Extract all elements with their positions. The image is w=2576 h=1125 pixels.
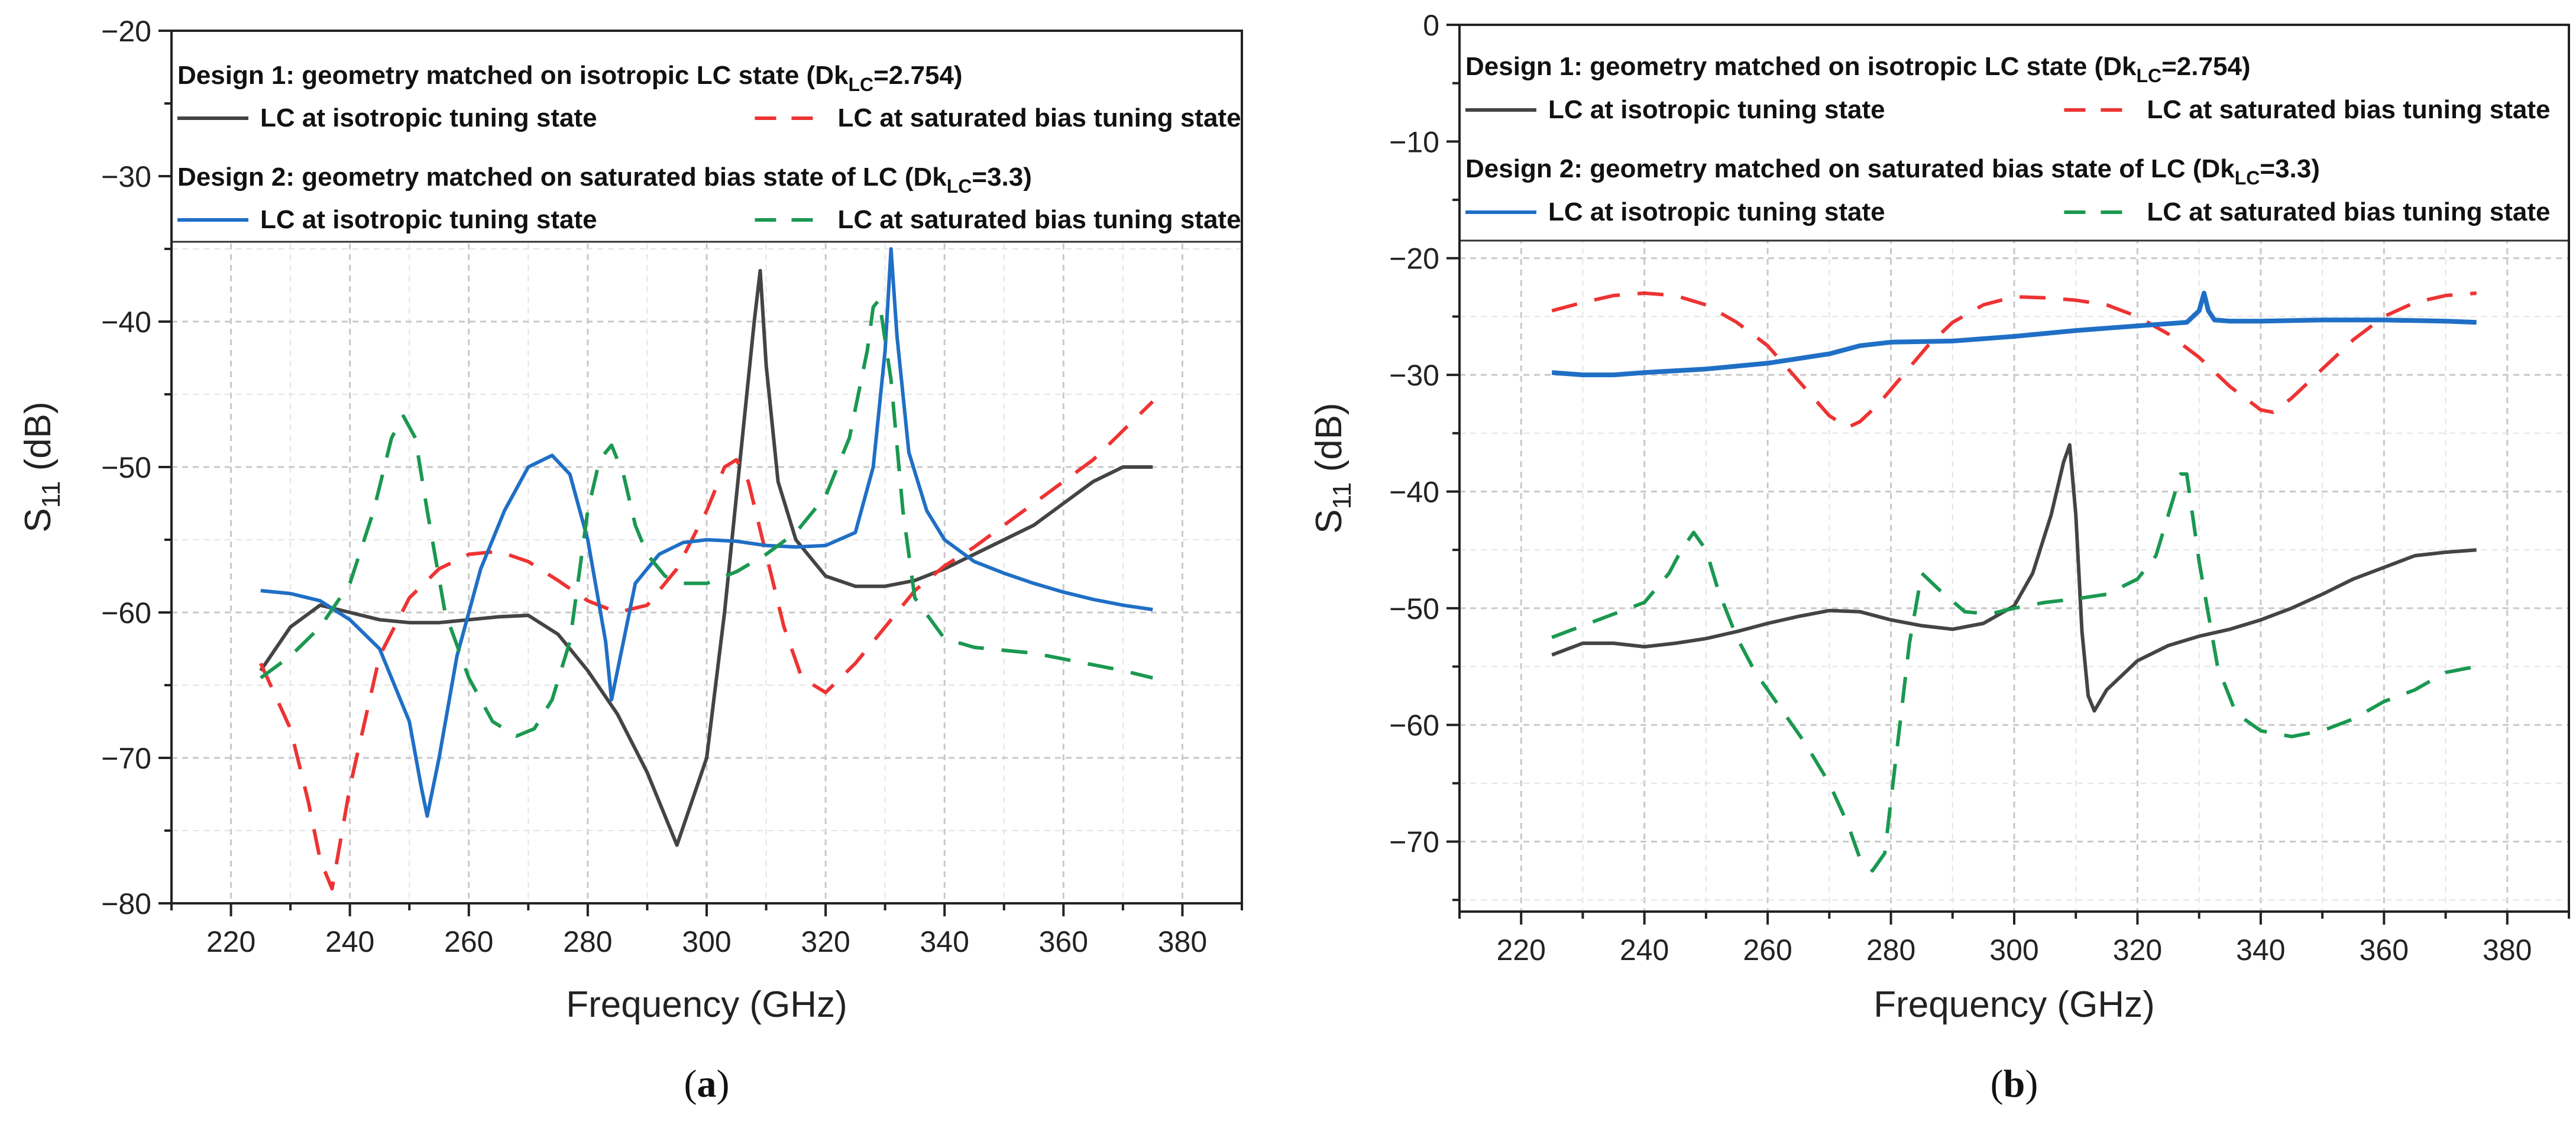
panel-label: (a) <box>684 1062 730 1105</box>
legend-entry-label: LC at saturated bias tuning state <box>837 205 1241 234</box>
x-tick-label: 320 <box>801 925 850 958</box>
series-line-2-isotropic <box>1552 290 2477 378</box>
legend-heading-design-2: Design 2: geometry matched on saturated … <box>177 163 1032 197</box>
x-axis: 220 240 260 280 300 320 340 360 380 <box>170 903 1243 958</box>
x-tick-label: 320 <box>2113 933 2162 967</box>
x-tick-label: 340 <box>920 925 969 958</box>
x-tick-label: 240 <box>1620 933 1669 967</box>
panel-label: (b) <box>1991 1062 2038 1105</box>
x-tick-label: 220 <box>206 925 255 958</box>
series-group <box>1551 290 2477 873</box>
x-tick-label: 220 <box>1497 933 1546 967</box>
legend: Design 1: geometry matched on isotropic … <box>1458 24 2570 242</box>
y-tick-label: −50 <box>101 451 151 484</box>
x-tick-label: 260 <box>444 925 493 958</box>
x-axis-title: Frequency (GHz) <box>1873 984 2154 1025</box>
series-line-2-isotropic <box>260 247 1153 818</box>
y-tick-label: −40 <box>101 306 151 339</box>
x-tick-label: 380 <box>1158 925 1207 958</box>
y-tick-label: −60 <box>101 596 151 630</box>
legend-entry-label: LC at isotropic tuning state <box>260 103 597 132</box>
y-tick-label: −40 <box>1389 475 1439 508</box>
x-tick-label: 280 <box>1866 933 1915 967</box>
series-line-2-saturated <box>1551 472 2477 873</box>
y-axis: −80 −70 −60 −50 −40 −30 −20 <box>101 15 171 920</box>
y-tick-label: −20 <box>1389 242 1439 275</box>
y-axis-title: S11 (dB) <box>18 401 66 532</box>
x-tick-label: 260 <box>1743 933 1792 967</box>
legend-entry-label: LC at saturated bias tuning state <box>2147 197 2550 226</box>
y-tick-label: −30 <box>101 160 151 193</box>
y-tick-label: −50 <box>1389 592 1439 625</box>
series-line-1-isotropic <box>1551 443 2477 713</box>
legend-entry-label: LC at isotropic tuning state <box>1548 95 1885 124</box>
series-line-1-saturated <box>259 400 1154 891</box>
x-tick-label: 240 <box>325 925 374 958</box>
legend-entry-label: LC at saturated bias tuning state <box>2147 95 2550 124</box>
series-group <box>259 247 1154 891</box>
y-tick-label: 0 <box>1423 9 1439 42</box>
x-tick-label: 360 <box>1039 925 1088 958</box>
y-tick-label: −70 <box>101 742 151 775</box>
x-tick-label: 360 <box>2360 933 2409 967</box>
y-tick-label: −80 <box>101 887 151 920</box>
x-tick-label: 380 <box>2483 933 2532 967</box>
y-tick-label: −30 <box>1389 359 1439 392</box>
x-tick-label: 340 <box>2236 933 2285 967</box>
legend: Design 1: geometry matched on isotropic … <box>170 30 1243 243</box>
y-axis: −70 −60 −50 −40 −30 −20 −10 0 <box>1389 9 1459 902</box>
x-tick-label: 300 <box>1989 933 2038 967</box>
legend-entry-label: LC at saturated bias tuning state <box>837 103 1241 132</box>
y-tick-label: −60 <box>1389 709 1439 742</box>
y-tick-label: −70 <box>1389 826 1439 859</box>
series-line-1-saturated <box>1551 291 2477 429</box>
y-tick-label: −10 <box>1389 125 1439 158</box>
series-line-2-saturated <box>260 298 1153 738</box>
y-tick-label: −20 <box>101 15 151 48</box>
legend-heading-design-2: Design 2: geometry matched on saturated … <box>1465 154 2320 189</box>
legend-heading-design-1: Design 1: geometry matched on isotropic … <box>177 61 963 95</box>
series-line-1-isotropic <box>259 268 1153 847</box>
legend-entry-label: LC at isotropic tuning state <box>260 205 597 234</box>
legend-entry-label: LC at isotropic tuning state <box>1548 197 1885 226</box>
x-tick-label: 300 <box>682 925 731 958</box>
x-axis-title: Frequency (GHz) <box>566 984 847 1025</box>
legend-heading-design-1: Design 1: geometry matched on isotropic … <box>1465 52 2251 86</box>
x-axis: 220 240 260 280 300 320 340 360 380 <box>1458 912 2570 967</box>
y-axis-title: S11 (dB) <box>1309 403 1357 533</box>
legend-box <box>1458 24 2570 242</box>
legend-box <box>170 30 1243 243</box>
x-tick-label: 280 <box>563 925 612 958</box>
panel-a: Design 1: geometry matched on isotropic … <box>18 15 1243 1105</box>
panel-b: Design 1: geometry matched on isotropic … <box>1309 9 2570 1105</box>
